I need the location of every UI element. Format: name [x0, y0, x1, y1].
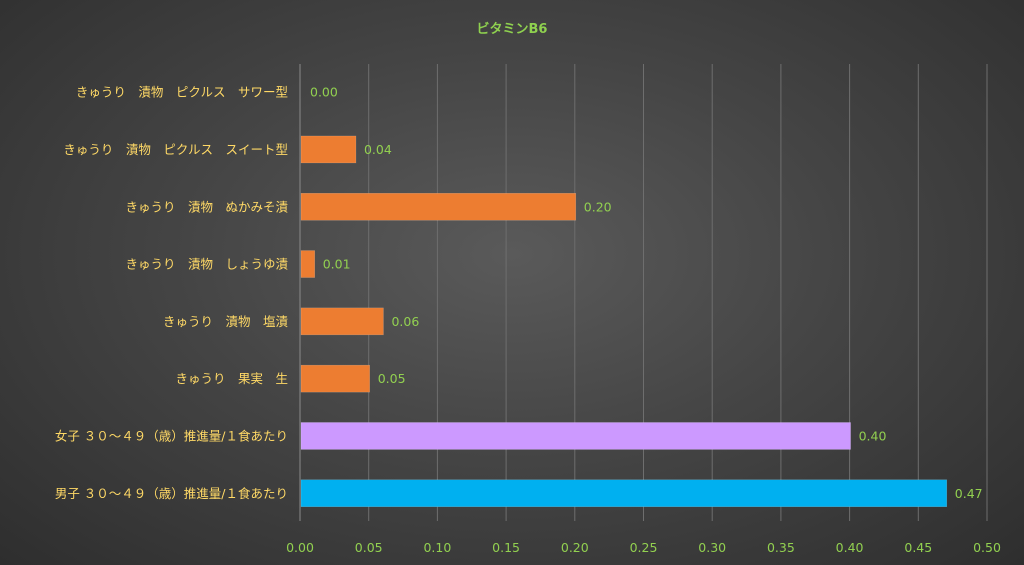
data-label: 0.00	[310, 85, 338, 100]
chart-title: ビタミンB6	[477, 21, 548, 37]
x-tick-label: 0.00	[286, 540, 314, 555]
data-label: 0.20	[584, 199, 612, 214]
category-label: きゅうり 果実 生	[175, 371, 288, 386]
x-tick-label: 0.40	[836, 540, 864, 555]
x-tick-label: 0.45	[904, 540, 932, 555]
category-label: きゅうり 漬物 塩漬	[163, 314, 289, 329]
bars	[300, 135, 948, 507]
data-label: 0.01	[323, 257, 351, 272]
data-label: 0.47	[955, 486, 983, 501]
x-tick-label: 0.25	[630, 540, 658, 555]
x-tick-label: 0.50	[973, 540, 1001, 555]
category-label: 女子 ３０～４９（歳）推進量/１食あたり	[55, 428, 288, 443]
data-labels: 0.00 0.04 0.20 0.01 0.06 0.05 0.40 0.47	[310, 85, 983, 501]
bar	[300, 479, 948, 507]
x-tick-label: 0.10	[423, 540, 451, 555]
bar	[300, 307, 384, 336]
data-label: 0.40	[859, 428, 887, 443]
data-label: 0.06	[391, 314, 419, 329]
x-tick-labels: 0.00 0.05 0.10 0.15 0.20 0.25 0.30 0.35 0.40 0.45…	[286, 540, 1001, 555]
bar	[300, 422, 851, 450]
category-label: きゅうり 漬物 ピクルス スイート型	[63, 142, 288, 157]
bar	[300, 193, 577, 221]
data-label: 0.05	[378, 371, 406, 386]
x-tick-label: 0.35	[767, 540, 795, 555]
category-label: 男子 ３０～４９（歳）推進量/１食あたり	[55, 486, 288, 501]
x-tick-label: 0.20	[561, 540, 589, 555]
x-tick-label: 0.05	[355, 540, 383, 555]
category-label: きゅうり 漬物 ぬかみそ漬	[125, 199, 288, 214]
gridlines	[299, 64, 988, 521]
category-label: きゅうり 漬物 しょうゆ漬	[125, 257, 288, 272]
bar	[300, 364, 370, 393]
x-tick-label: 0.30	[698, 540, 726, 555]
category-label: きゅうり 漬物 ピクルス サワー型	[76, 85, 288, 100]
x-tick-label: 0.15	[492, 540, 520, 555]
data-label: 0.04	[364, 142, 392, 157]
bar	[300, 135, 357, 164]
bar	[300, 250, 315, 278]
